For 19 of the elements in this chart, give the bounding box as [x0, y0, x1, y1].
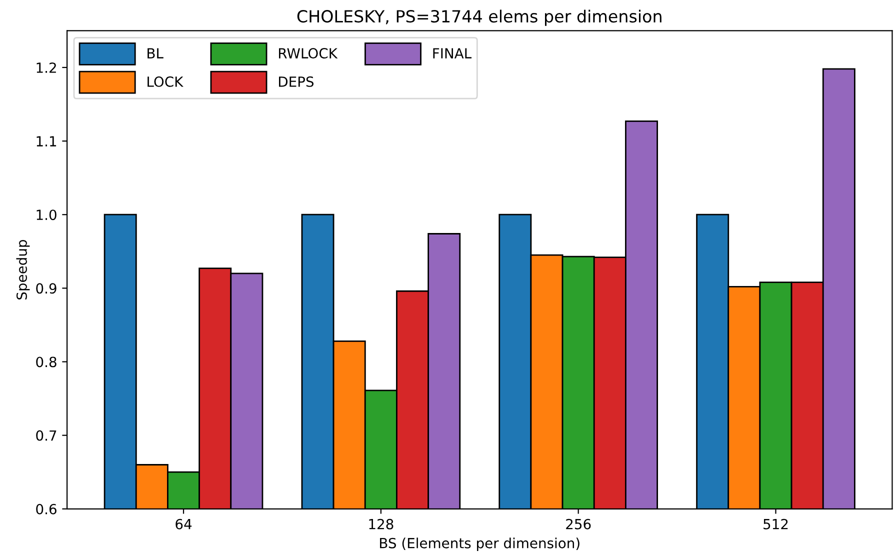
legend-label: BL — [148, 48, 164, 58]
x-tick-label: 512 — [764, 518, 788, 530]
chart-title: CHOLESKY, PS=31744 elems per dimension — [297, 10, 662, 26]
x-tick-label: 64 — [176, 518, 192, 530]
y-tick-label: 0.7 — [36, 430, 56, 441]
y-tick-label: 0.8 — [36, 356, 56, 368]
x-tick-label: 128 — [369, 518, 394, 530]
y-tick-label: 0.9 — [36, 283, 56, 294]
y-tick-label: 1.2 — [36, 62, 56, 73]
y-tick-label: 0.6 — [36, 504, 56, 514]
x-tick-label: 256 — [566, 518, 591, 530]
y-axis-title: Speedup — [16, 240, 30, 300]
legend-label: LOCK — [148, 76, 184, 87]
legend-label: RWLOCK — [279, 48, 338, 59]
y-tick-label: 1.1 — [36, 136, 56, 146]
legend-label: DEPS — [279, 76, 314, 87]
y-tick-label: 1.0 — [36, 210, 56, 220]
x-axis-title: BS (Elements per dimension) — [380, 538, 580, 552]
legend-label: FINAL — [433, 48, 472, 58]
